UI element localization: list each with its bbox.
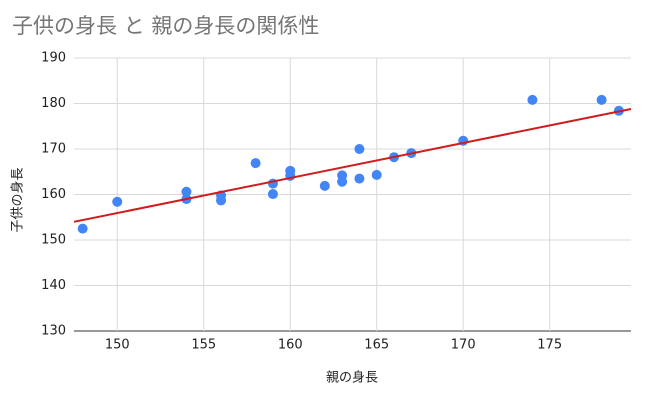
x-tick-label: 170 — [451, 338, 476, 353]
point — [337, 176, 348, 187]
y-tick-label: 150 — [41, 233, 66, 248]
x-tick-label: 150 — [105, 338, 130, 353]
point — [77, 223, 88, 234]
point — [216, 195, 227, 206]
point — [181, 186, 192, 197]
y-tick-label: 170 — [41, 142, 66, 157]
x-axis-label: 親の身長 — [326, 370, 378, 386]
point — [371, 169, 382, 180]
y-tick-label: 130 — [41, 324, 66, 339]
y-tick-label: 140 — [41, 278, 66, 293]
x-tick-label: 155 — [191, 338, 216, 353]
point — [319, 180, 330, 191]
y-tick-label: 160 — [41, 187, 66, 202]
point — [527, 94, 538, 105]
y-tick-label: 180 — [41, 96, 66, 111]
x-tick-label: 175 — [537, 338, 562, 353]
y-tick-label: 190 — [41, 51, 66, 66]
x-tick-label: 160 — [278, 338, 303, 353]
point — [112, 196, 123, 207]
point — [354, 173, 365, 184]
point — [267, 189, 278, 200]
y-axis-label: 子供の身長 — [10, 167, 26, 232]
point — [354, 144, 365, 154]
x-tick-label: 165 — [364, 338, 389, 353]
point — [250, 158, 261, 169]
chart-title: 子供の身長 と 親の身長の関係性 — [12, 14, 319, 38]
trendline — [73, 107, 632, 223]
point — [596, 94, 607, 105]
